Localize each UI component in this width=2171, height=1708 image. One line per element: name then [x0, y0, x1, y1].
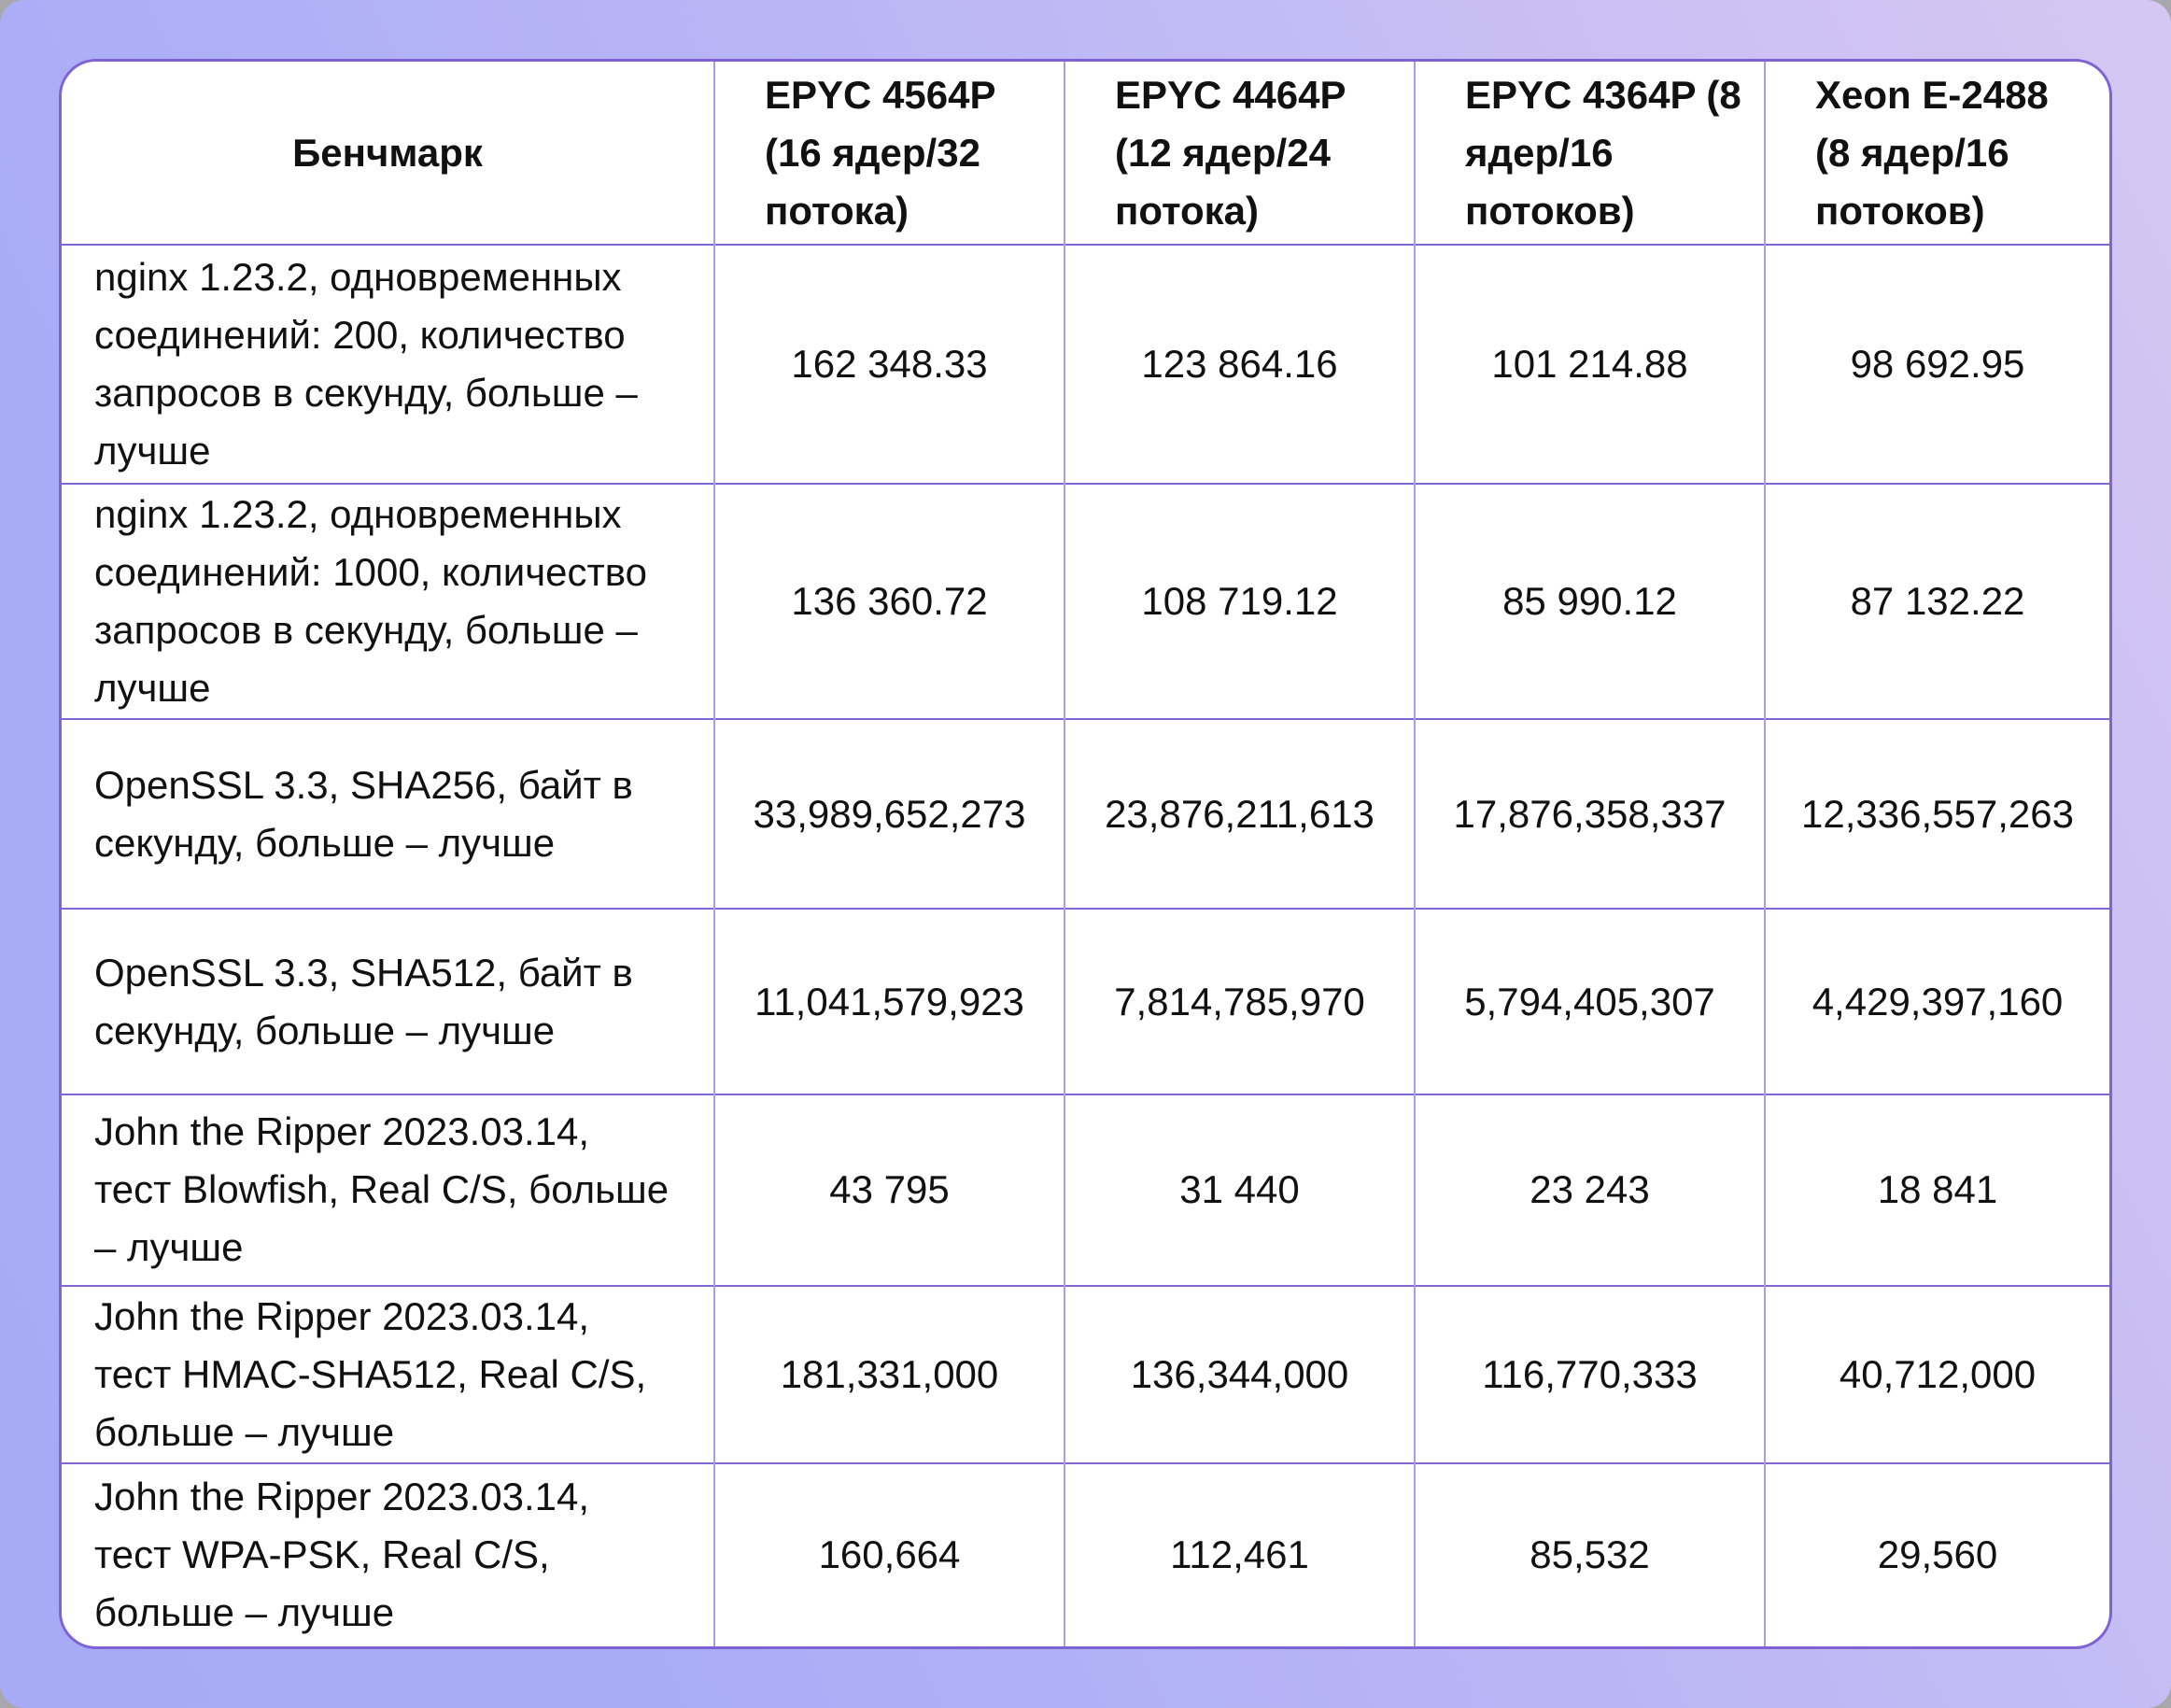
value-cell: 136,344,000: [1064, 1284, 1415, 1463]
table-row-nginx-1000: nginx 1.23.2, одновременных соединений: …: [62, 483, 2109, 720]
value-cell: 101 214.88: [1414, 243, 1765, 485]
header-row: Бенчмарк EPYC 4564P (16 ядер/32 потока) …: [62, 62, 2109, 245]
table-row-nginx-200: nginx 1.23.2, одновременных соединений: …: [62, 243, 2109, 485]
benchmark-label: nginx 1.23.2, одновременных соединений: …: [62, 483, 714, 720]
table-row-jtr-wpa-psk: John the Ripper 2023.03.14, тест WPA-PSK…: [62, 1461, 2109, 1646]
value-cell: 87 132.22: [1764, 483, 2109, 720]
value-cell: 85 990.12: [1414, 483, 1765, 720]
benchmark-table: Бенчмарк EPYC 4564P (16 ядер/32 потока) …: [62, 62, 2109, 1646]
value-cell: 162 348.33: [713, 243, 1064, 485]
value-cell: 31 440: [1064, 1093, 1415, 1286]
benchmark-label: OpenSSL 3.3, SHA512, байт в секунду, бол…: [62, 908, 714, 1094]
header-xeon-e2488: Xeon E-2488 (8 ядер/16 потоков): [1764, 62, 2109, 245]
value-cell: 23 243: [1414, 1093, 1765, 1286]
value-cell: 11,041,579,923: [713, 908, 1064, 1094]
value-cell: 17,876,358,337: [1414, 718, 1765, 910]
benchmark-label: John the Ripper 2023.03.14, тест HMAC-SH…: [62, 1284, 714, 1463]
value-cell: 18 841: [1764, 1093, 2109, 1286]
header-epyc-4564p: EPYC 4564P (16 ядер/32 потока): [713, 62, 1064, 245]
value-cell: 160,664: [713, 1461, 1064, 1646]
table-row-jtr-hmac-sha512: John the Ripper 2023.03.14, тест HMAC-SH…: [62, 1284, 2109, 1463]
value-cell: 123 864.16: [1064, 243, 1415, 485]
table-row-openssl-sha512: OpenSSL 3.3, SHA512, байт в секунду, бол…: [62, 908, 2109, 1094]
value-cell: 108 719.12: [1064, 483, 1415, 720]
value-cell: 43 795: [713, 1093, 1064, 1286]
header-benchmark: Бенчмарк: [292, 130, 483, 175]
value-cell: 181,331,000: [713, 1284, 1064, 1463]
header-epyc-4364p: EPYC 4364P (8 ядер/16 потоков): [1414, 62, 1765, 245]
table-row-jtr-blowfish: John the Ripper 2023.03.14, тест Blowfis…: [62, 1093, 2109, 1286]
value-cell: 5,794,405,307: [1414, 908, 1765, 1094]
value-cell: 136 360.72: [713, 483, 1064, 720]
value-cell: 85,532: [1414, 1461, 1765, 1646]
benchmark-table-card: Бенчмарк EPYC 4564P (16 ядер/32 потока) …: [59, 59, 2112, 1649]
value-cell: 40,712,000: [1764, 1284, 2109, 1463]
table-row-openssl-sha256: OpenSSL 3.3, SHA256, байт в секунду, бол…: [62, 718, 2109, 910]
header-epyc-4464p: EPYC 4464P (12 ядер/24 потока): [1064, 62, 1415, 245]
value-cell: 112,461: [1064, 1461, 1415, 1646]
value-cell: 7,814,785,970: [1064, 908, 1415, 1094]
benchmark-label: OpenSSL 3.3, SHA256, байт в секунду, бол…: [62, 718, 714, 910]
value-cell: 23,876,211,613: [1064, 718, 1415, 910]
value-cell: 29,560: [1764, 1461, 2109, 1646]
benchmark-label: nginx 1.23.2, одновременных соединений: …: [62, 243, 714, 485]
value-cell: 33,989,652,273: [713, 718, 1064, 910]
benchmark-label: John the Ripper 2023.03.14, тест WPA-PSK…: [62, 1461, 714, 1646]
value-cell: 12,336,557,263: [1764, 718, 2109, 910]
value-cell: 4,429,397,160: [1764, 908, 2109, 1094]
value-cell: 98 692.95: [1764, 243, 2109, 485]
value-cell: 116,770,333: [1414, 1284, 1765, 1463]
benchmark-label: John the Ripper 2023.03.14, тест Blowfis…: [62, 1093, 714, 1286]
